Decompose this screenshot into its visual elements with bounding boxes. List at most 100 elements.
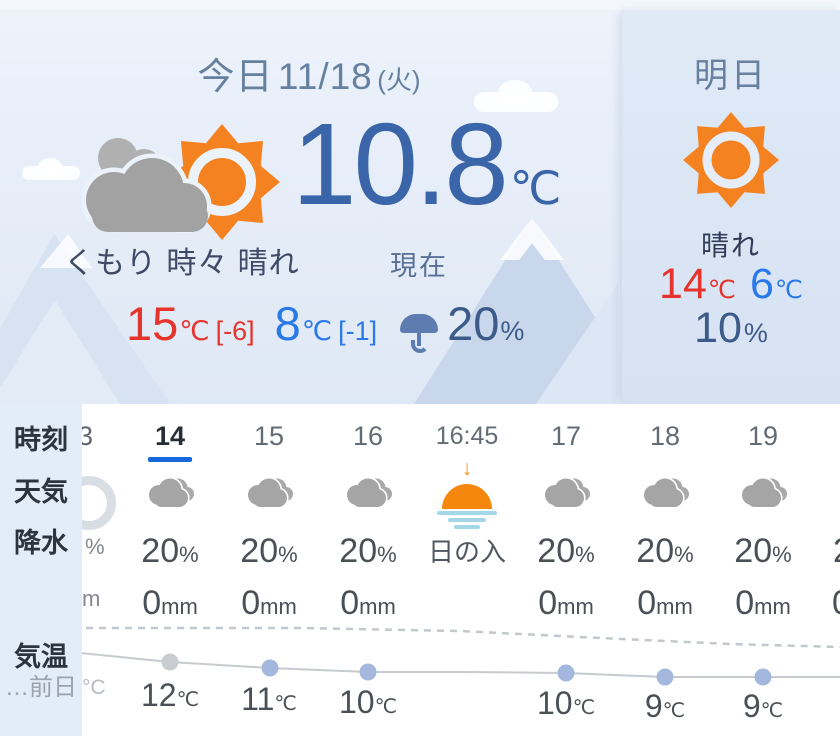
hour-label: 19 (747, 421, 779, 451)
percent-unit: % (674, 542, 694, 567)
precip-chance: 20 (636, 532, 675, 570)
cloudy-icon (246, 476, 295, 509)
cloud-decoration (474, 80, 558, 112)
cloudy-icon (345, 476, 394, 509)
hour-label: 14 (154, 421, 186, 451)
temp-point-17 (557, 664, 575, 682)
hour-column-14[interactable]: 14 20% 0mm 12℃ (122, 404, 218, 736)
today-condition-text: くもり 時々 晴れ (64, 247, 300, 280)
hour-column-19[interactable]: 19 20% 0mm 9℃ (715, 404, 811, 736)
precip-chance: 20 (734, 532, 773, 570)
mm-unit: mm (754, 594, 791, 619)
row-label-time: 時刻 (14, 425, 68, 455)
hour-label: 15 (253, 421, 285, 451)
precip-chance: 20 (339, 532, 378, 570)
current-temperature: 10.8 ℃ (292, 106, 561, 222)
cloudy-icon (642, 476, 691, 509)
hour-column-15[interactable]: 15 20% 0mm 11℃ (221, 404, 317, 736)
hour-column-17[interactable]: 17 20% 0mm 10℃ (518, 404, 614, 736)
temp-point-19 (754, 668, 772, 686)
tomorrow-precip: 10 % (622, 304, 840, 353)
partial-right-mm: 0 (832, 580, 840, 626)
precip-amount: 0 (142, 584, 162, 622)
partial-percent: % (85, 534, 105, 559)
percent-unit: % (772, 542, 792, 567)
cloud-decoration (22, 158, 80, 180)
tomorrow-forecast-card[interactable]: 明日 晴れ 14 ℃ 6 ℃ 10 % (622, 10, 840, 404)
today-high-unit: ℃ (179, 316, 210, 346)
row-label-column: 時刻 天気 降水 気温 …前日 (0, 404, 82, 736)
cloudy-sometimes-sunny-icon (81, 124, 280, 240)
today-low-unit: ℃ (301, 316, 333, 346)
cloudy-icon (147, 476, 196, 509)
tomorrow-high-unit: ℃ (707, 276, 736, 304)
tomorrow-low-temp: 6 (749, 260, 774, 308)
tomorrow-label: 明日 (694, 57, 768, 95)
today-label: 今日 (197, 56, 274, 97)
today-header: 今日 11/18 (火) (0, 46, 618, 100)
hour-temp: 12 (140, 677, 177, 713)
precip-chance: 20 (537, 532, 576, 570)
tomorrow-condition-text: 晴れ (700, 230, 761, 261)
today-forecast-card[interactable]: 今日 11/18 (火) (0, 0, 618, 404)
today-date: 11/18 (277, 56, 373, 97)
today-low-temp: 8 (274, 297, 301, 350)
precip-amount: 0 (637, 584, 657, 622)
today-low-diff: [-1] (338, 316, 378, 346)
mm-unit: mm (260, 594, 297, 619)
temp-point-15 (261, 659, 279, 677)
hour-label: 16 (352, 421, 384, 451)
current-temperature-value: 10.8 (292, 99, 509, 229)
hourly-forecast-section[interactable]: 3 % m °C 14 20% 0mm 12℃ 15 20% 0mm 11℃ 1… (0, 404, 840, 736)
umbrella-icon (399, 310, 439, 353)
hour-temp: 10 (338, 684, 375, 720)
temp-point-16 (359, 663, 377, 681)
hour-column-16[interactable]: 16 20% 0mm 10℃ (320, 404, 416, 736)
sunset-icon: ↓ (435, 458, 499, 529)
tomorrow-precip-unit: % (743, 318, 768, 348)
precip-chance: 20 (141, 532, 180, 570)
row-label-precip: 降水 (14, 528, 68, 558)
hour-label: 18 (649, 421, 681, 451)
percent-unit: % (179, 542, 199, 567)
precip-amount: 0 (735, 584, 755, 622)
tomorrow-high-temp: 14 (659, 260, 707, 308)
precip-amount: 0 (538, 584, 558, 622)
precip-amount: 0 (340, 584, 360, 622)
tomorrow-high-low: 14 ℃ 6 ℃ (622, 260, 840, 309)
degree-unit: ℃ (274, 693, 297, 715)
current-label: 現在 (390, 251, 448, 281)
today-high-diff: [-6] (215, 316, 255, 346)
percent-unit: % (278, 542, 298, 567)
row-label-weather: 天気 (14, 477, 68, 507)
mm-unit: mm (557, 594, 594, 619)
partial-mm: m (82, 586, 101, 611)
current-temperature-unit: ℃ (509, 162, 562, 214)
precip-chance: 20 (240, 532, 279, 570)
tomorrow-low-unit: ℃ (774, 276, 803, 304)
percent-unit: % (377, 542, 397, 567)
sunset-column[interactable]: 16:45 ↓ 日の入 (419, 404, 515, 736)
partial-right-percent: 2 (833, 528, 840, 574)
degree-unit: ℃ (176, 689, 200, 711)
sunset-time-label: 16:45 (435, 422, 499, 450)
hour-temp: 11 (241, 681, 275, 717)
active-hour-underline (148, 457, 192, 462)
percent-unit: % (575, 542, 595, 567)
cloudy-icon (740, 476, 789, 509)
degree-unit: ℃ (760, 700, 784, 722)
temp-axis-unit: °C (82, 676, 106, 699)
mm-unit: mm (656, 594, 693, 619)
degree-unit: ℃ (572, 697, 596, 719)
hour-label: 17 (550, 421, 582, 451)
row-label-prev-day: …前日 (5, 674, 77, 701)
hour-column-18[interactable]: 18 20% 0mm 9℃ (617, 404, 713, 736)
degree-unit: ℃ (662, 700, 686, 722)
today-high-temp: 15 (126, 297, 179, 350)
hour-temp: 9 (742, 688, 761, 724)
cloudy-icon (543, 476, 592, 509)
sunny-icon (683, 112, 779, 208)
prev-day-temp-line (60, 626, 840, 649)
precip-amount: 0 (241, 584, 261, 622)
